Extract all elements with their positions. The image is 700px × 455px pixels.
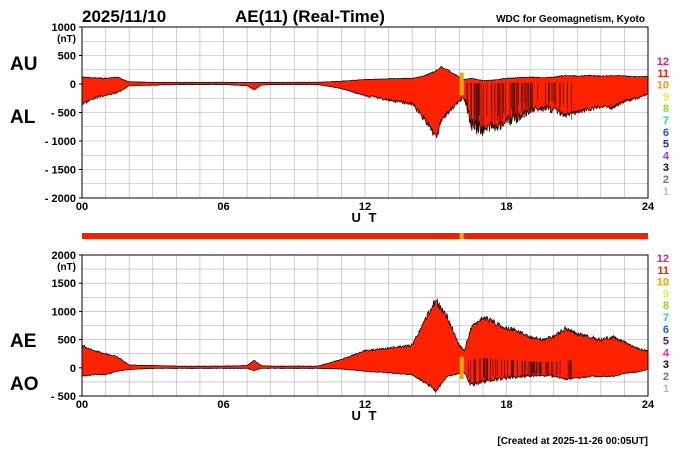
station-legend-10: 10 <box>657 277 669 289</box>
created-timestamp: [Created at 2025-11-26 00:05UT] <box>497 436 648 447</box>
station-legend-11: 11 <box>657 265 669 277</box>
station-legend-3: 3 <box>663 162 669 174</box>
y-tick-label: 1500 <box>52 278 76 290</box>
index-label-ao: AO <box>10 374 39 395</box>
index-label-al: AL <box>10 107 36 128</box>
x-tick-label: 18 <box>500 399 512 411</box>
station-legend-1: 1 <box>663 383 669 395</box>
y-tick-label: 0 <box>70 363 76 375</box>
station-legend-3: 3 <box>663 359 669 371</box>
x-tick-label: 12 <box>359 201 371 213</box>
area-ae-ao <box>82 299 648 393</box>
y-tick-label: 500 <box>58 335 76 347</box>
series-line-ae <box>81 297 649 367</box>
plot-title: AE(11) (Real-Time) <box>235 7 385 26</box>
y-tick-label: 2000 <box>52 250 76 262</box>
data-source: WDC for Geomagnetism, Kyoto <box>496 14 645 25</box>
station-legend-12: 12 <box>657 253 669 265</box>
y-tick-label: 1000 <box>52 306 76 318</box>
station-legend-8: 8 <box>663 300 669 312</box>
station-legend-9: 9 <box>663 288 669 300</box>
x-axis-label: U T <box>352 210 379 225</box>
x-tick-label: 12 <box>359 399 371 411</box>
x-tick-label: 18 <box>500 201 512 213</box>
series-line-ao <box>81 367 649 393</box>
series-line-au <box>81 65 649 84</box>
station-legend-5: 5 <box>663 336 669 348</box>
y-tick-label: - 1500 <box>45 165 76 177</box>
y-tick-label: 1000 <box>52 22 76 34</box>
x-tick-label: 06 <box>217 399 229 411</box>
station-legend-10: 10 <box>657 80 669 92</box>
data-status-bar <box>82 233 648 239</box>
station-legend-12: 12 <box>657 56 669 68</box>
y-tick-label: 0 <box>70 79 76 91</box>
station-legend-4: 4 <box>663 347 670 359</box>
plot-date: 2025/11/10 <box>82 7 166 26</box>
x-tick-label: 24 <box>642 399 655 411</box>
x-tick-label: 24 <box>642 201 655 213</box>
station-legend-11: 11 <box>657 68 669 80</box>
y-tick-label: - 1000 <box>45 136 76 148</box>
x-tick-label: 00 <box>76 201 88 213</box>
index-label-au: AU <box>10 54 37 75</box>
gap-marker <box>459 72 464 96</box>
series-line-al <box>81 83 649 139</box>
gap-marker <box>459 356 464 380</box>
station-legend-8: 8 <box>663 103 669 115</box>
y-tick-label: - 2000 <box>45 193 76 205</box>
index-label-ae: AE <box>10 331 36 352</box>
station-legend-6: 6 <box>663 324 669 336</box>
panel-frame <box>81 254 649 397</box>
y-units-label: (nT) <box>57 34 76 45</box>
station-legend-2: 2 <box>663 371 669 383</box>
y-tick-label: 500 <box>58 51 76 63</box>
y-units-label: (nT) <box>57 262 76 273</box>
station-legend-4: 4 <box>663 150 670 162</box>
station-legend-1: 1 <box>663 186 669 198</box>
station-legend-9: 9 <box>663 91 669 103</box>
y-tick-label: - 500 <box>51 108 76 120</box>
station-legend-2: 2 <box>663 174 669 186</box>
station-legend-7: 7 <box>663 312 669 324</box>
x-tick-label: 06 <box>217 201 229 213</box>
x-tick-label: 00 <box>76 399 88 411</box>
data-status-gap-marker <box>459 233 464 239</box>
station-legend-5: 5 <box>663 139 669 151</box>
station-legend-6: 6 <box>663 127 669 139</box>
y-tick-label: - 500 <box>51 391 76 403</box>
station-legend-7: 7 <box>663 115 669 127</box>
x-axis-label: U T <box>352 408 379 423</box>
